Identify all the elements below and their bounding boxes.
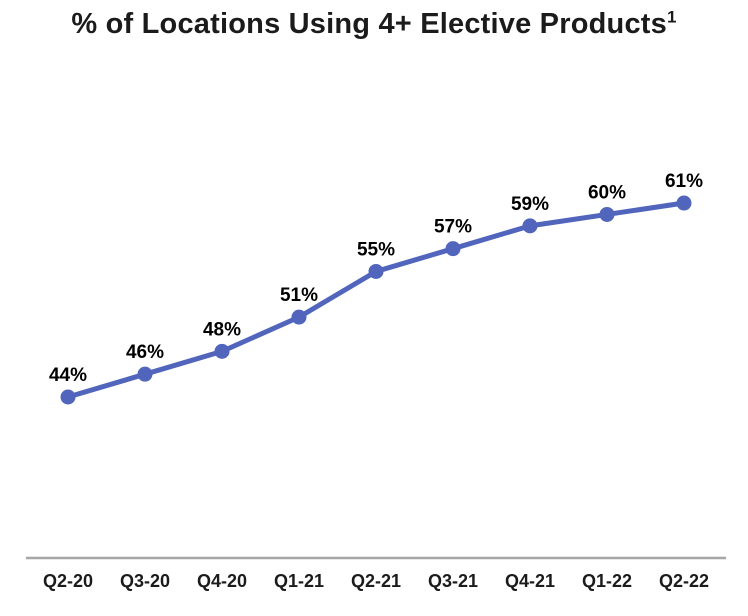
data-point-marker [522, 218, 538, 234]
data-point-label: 46% [126, 342, 164, 363]
data-point-label: 48% [203, 319, 241, 340]
x-axis-label: Q1-21 [274, 571, 324, 591]
data-point-label: 44% [49, 365, 87, 386]
data-point-marker [368, 263, 384, 279]
data-point-label: 55% [357, 239, 395, 260]
data-point-marker [291, 309, 307, 325]
x-axis-label: Q1-22 [582, 571, 632, 591]
data-point-marker [599, 206, 615, 222]
chart-title: % of Locations Using 4+ Elective Product… [0, 8, 748, 41]
data-point-label: 61% [665, 171, 703, 192]
x-axis-label: Q2-21 [351, 571, 401, 591]
chart-title-text: % of Locations Using 4+ Elective Product… [71, 8, 667, 40]
data-point-marker [445, 241, 461, 257]
chart-title-footnote-marker: 1 [666, 7, 677, 27]
data-point-marker [137, 366, 153, 382]
data-point-label: 60% [588, 182, 626, 203]
data-point-marker [214, 343, 230, 359]
data-point-label: 57% [434, 217, 472, 238]
data-point-label: 51% [280, 285, 318, 306]
series-line [65, 200, 687, 400]
data-point-marker [676, 195, 692, 211]
x-axis-label: Q2-20 [43, 571, 93, 591]
data-point-label: 59% [511, 194, 549, 215]
x-axis-label: Q3-20 [120, 571, 170, 591]
data-point-marker [60, 389, 76, 405]
x-axis-label: Q2-22 [659, 571, 709, 591]
x-axis-label: Q3-21 [428, 571, 478, 591]
x-axis-label: Q4-20 [197, 571, 247, 591]
x-axis-label: Q4-21 [505, 571, 555, 591]
